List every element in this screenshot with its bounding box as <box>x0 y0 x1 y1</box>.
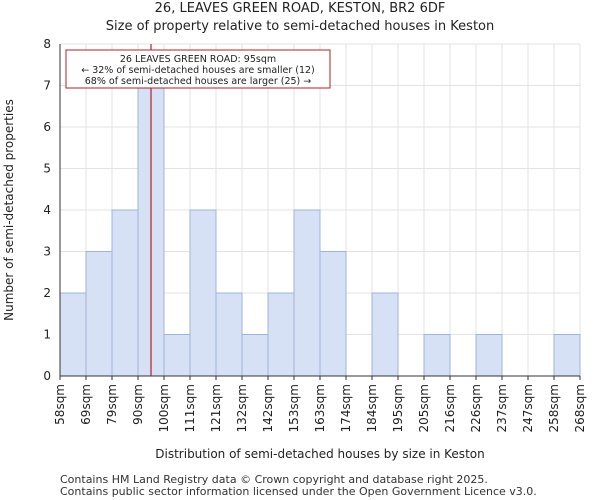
annotation-line: 26 LEAVES GREEN ROAD: 95sqm <box>120 54 276 65</box>
bar <box>371 292 399 377</box>
x-tick-label: 216sqm <box>443 384 457 432</box>
annotation-line: 68% of semi-detached houses are larger (… <box>85 76 312 87</box>
y-tick-label: 3 <box>43 245 51 259</box>
bar <box>59 292 87 377</box>
footer-licence: Contains public sector information licen… <box>60 485 537 498</box>
y-tick-label: 7 <box>43 79 51 93</box>
y-tick-label: 5 <box>43 162 51 176</box>
x-tick-label: 142sqm <box>261 384 275 432</box>
bar <box>475 334 503 377</box>
x-tick-label: 163sqm <box>313 384 327 432</box>
y-tick-label: 8 <box>43 37 51 51</box>
chart-subtitle: Size of property relative to semi-detach… <box>105 19 495 34</box>
bar <box>553 334 581 377</box>
x-tick-label: 100sqm <box>157 384 171 432</box>
bar <box>267 292 295 377</box>
bar <box>85 251 113 377</box>
axes <box>59 44 581 380</box>
bar <box>241 334 269 377</box>
x-tick-label: 226sqm <box>469 384 483 432</box>
x-tick-label: 90sqm <box>131 384 145 425</box>
x-tick-label: 153sqm <box>287 384 301 432</box>
x-tick-label: 79sqm <box>105 384 119 425</box>
x-tick-label: 247sqm <box>521 384 535 432</box>
histogram-chart: 26 LEAVES GREEN ROAD: 95sqm← 32% of semi… <box>2 37 587 461</box>
axis-labels: 0 1 2 3 4 5 6 7 8 58sqm 69sqm 79sqm 90sqm 100sqm 111sq… <box>2 37 587 461</box>
x-tick-label: 205sqm <box>417 384 431 432</box>
x-tick-label: 132sqm <box>235 384 249 432</box>
x-tick-label: 121sqm <box>209 384 223 432</box>
x-tick-label: 111sqm <box>183 384 197 432</box>
y-tick-label: 1 <box>43 328 51 342</box>
x-axis-title: Distribution of semi-detached houses by … <box>155 447 484 461</box>
y-tick-label: 6 <box>43 120 51 134</box>
x-tick-label: 174sqm <box>339 384 353 432</box>
annotation-line: ← 32% of semi-detached houses are smalle… <box>81 65 315 76</box>
y-tick-label: 0 <box>43 369 51 383</box>
bar <box>293 209 321 377</box>
bar <box>111 209 139 377</box>
annotation-box <box>65 49 331 89</box>
x-tick-label: 58sqm <box>53 384 67 425</box>
x-tick-label: 258sqm <box>547 384 561 432</box>
bars <box>59 85 581 377</box>
bar <box>319 251 347 377</box>
bar <box>423 334 451 377</box>
chart-title: 26, LEAVES GREEN ROAD, KESTON, BR2 6DF <box>154 1 446 16</box>
x-tick-label: 195sqm <box>391 384 405 432</box>
footer-copyright: Contains HM Land Registry data © Crown c… <box>60 473 488 486</box>
y-tick-label: 4 <box>43 203 51 217</box>
bar <box>189 209 217 377</box>
bar <box>215 292 243 377</box>
x-tick-label: 237sqm <box>495 384 509 432</box>
property-marker: 26 LEAVES GREEN ROAD: 95sqm← 32% of semi… <box>65 44 331 376</box>
y-tick-label: 2 <box>43 286 51 300</box>
x-tick-label: 268sqm <box>573 384 587 432</box>
bar <box>163 334 191 377</box>
x-tick-label: 69sqm <box>79 384 93 425</box>
y-axis-title: Number of semi-detached properties <box>2 99 16 321</box>
x-tick-label: 184sqm <box>365 384 379 432</box>
